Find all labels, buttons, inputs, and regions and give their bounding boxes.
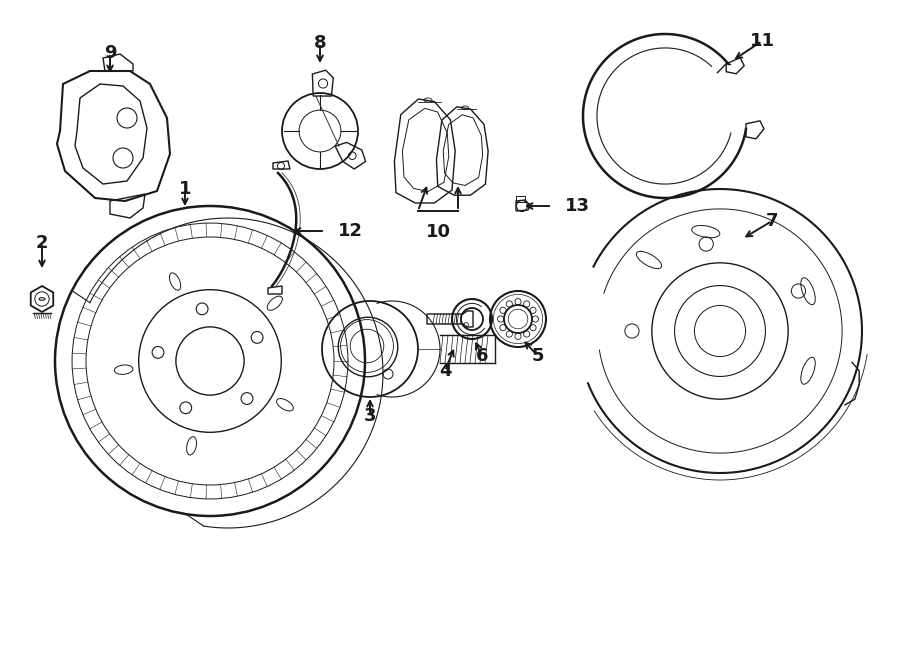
Text: 7: 7 bbox=[766, 212, 778, 230]
Text: 8: 8 bbox=[314, 34, 327, 52]
Text: 12: 12 bbox=[338, 222, 363, 240]
Text: 3: 3 bbox=[364, 407, 376, 425]
Text: 11: 11 bbox=[750, 32, 775, 50]
Text: 1: 1 bbox=[179, 180, 191, 198]
Text: 13: 13 bbox=[565, 197, 590, 215]
Text: 2: 2 bbox=[36, 234, 49, 252]
Text: 5: 5 bbox=[532, 347, 544, 365]
Text: 10: 10 bbox=[426, 223, 451, 241]
Text: 4: 4 bbox=[439, 362, 451, 380]
Text: 9: 9 bbox=[104, 44, 116, 62]
Text: 6: 6 bbox=[476, 347, 488, 365]
